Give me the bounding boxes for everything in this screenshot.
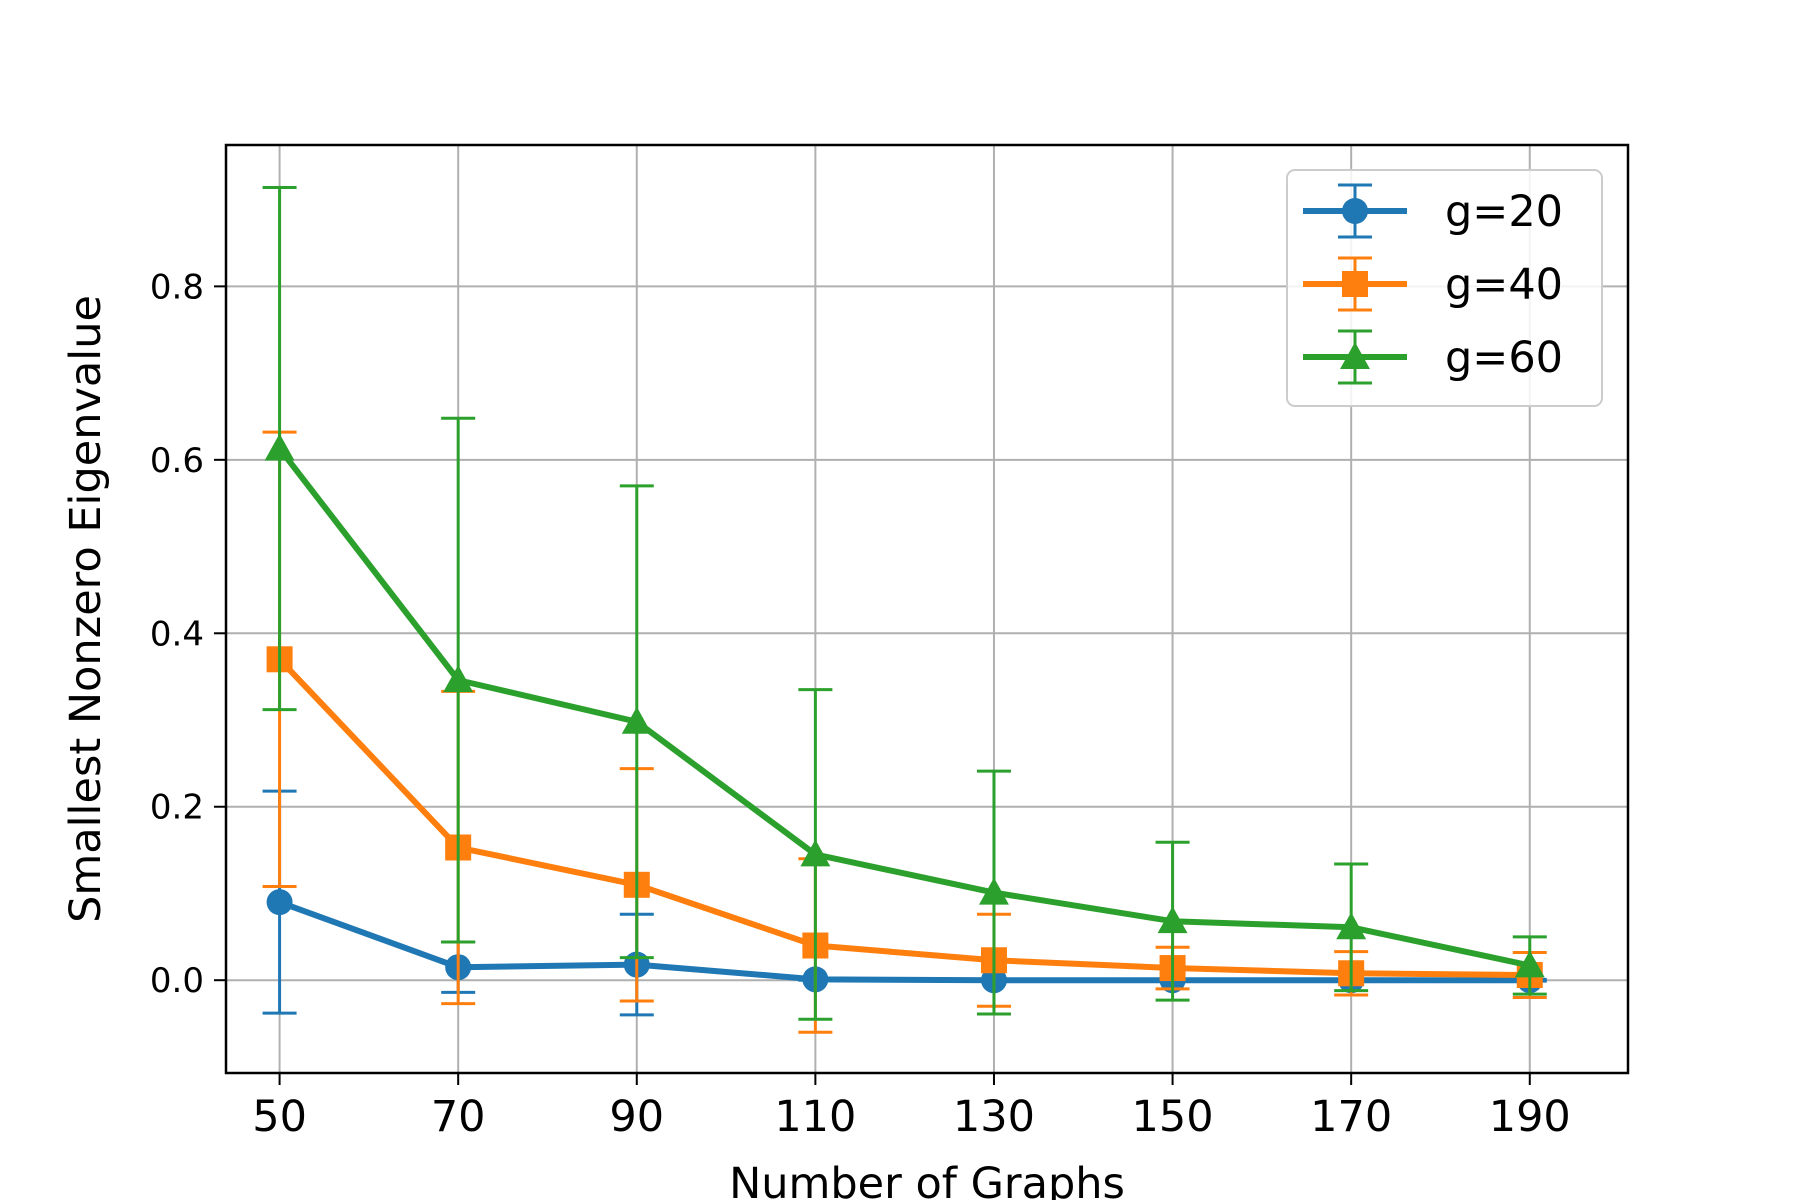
- data-point: [621, 706, 652, 734]
- data-point: [443, 665, 474, 693]
- x-tick-label: 170: [1310, 1092, 1392, 1142]
- y-tick-label: 0.0: [150, 961, 204, 1001]
- legend-label: g=40: [1445, 260, 1563, 310]
- data-point: [1336, 912, 1367, 940]
- data-point: [800, 839, 831, 867]
- x-tick-label: 110: [774, 1092, 856, 1142]
- legend-label: g=60: [1445, 333, 1563, 383]
- series-line: [277, 446, 1531, 969]
- plot-frame: [224, 143, 1630, 1075]
- legend-item: g=40: [1303, 256, 1563, 312]
- series-layer: [262, 185, 1547, 1034]
- data-point: [266, 889, 293, 916]
- legend-item: g=20: [1303, 183, 1563, 239]
- x-tick-label: 130: [953, 1092, 1035, 1142]
- tick-layer: 50 70 90 110 130 150 170 190 0.0 0.2 0.4 0.6 0.8: [150, 267, 1571, 1142]
- series-line: [278, 899, 1530, 984]
- x-axis-label: Number of Graphs: [729, 1159, 1125, 1200]
- y-tick-label: 0.8: [150, 267, 204, 307]
- y-axis-label: Smallest Nonzero Eigenvalue: [61, 295, 111, 923]
- x-tick-label: 90: [609, 1092, 664, 1142]
- series-g=60: [262, 185, 1547, 1021]
- data-point: [1514, 950, 1545, 978]
- x-tick-label: 50: [252, 1092, 307, 1142]
- y-tick-label: 0.4: [150, 614, 204, 654]
- data-point: [1157, 906, 1188, 934]
- series-line: [277, 657, 1530, 978]
- x-tick-label: 190: [1489, 1092, 1571, 1142]
- legend-label: g=20: [1445, 187, 1563, 237]
- legend: g=20 g=40 g=60: [1286, 169, 1603, 407]
- data-point: [264, 433, 295, 461]
- legend-marker: [1342, 271, 1368, 297]
- legend-marker: [1342, 198, 1368, 224]
- x-tick-label: 150: [1132, 1092, 1214, 1142]
- y-tick-label: 0.6: [150, 441, 204, 481]
- x-tick-label: 70: [431, 1092, 486, 1142]
- legend-item: g=60: [1303, 329, 1563, 385]
- y-tick-label: 0.2: [150, 788, 204, 828]
- legend-marker: [1340, 342, 1370, 369]
- legend-box: [1286, 169, 1603, 407]
- data-point: [979, 877, 1009, 905]
